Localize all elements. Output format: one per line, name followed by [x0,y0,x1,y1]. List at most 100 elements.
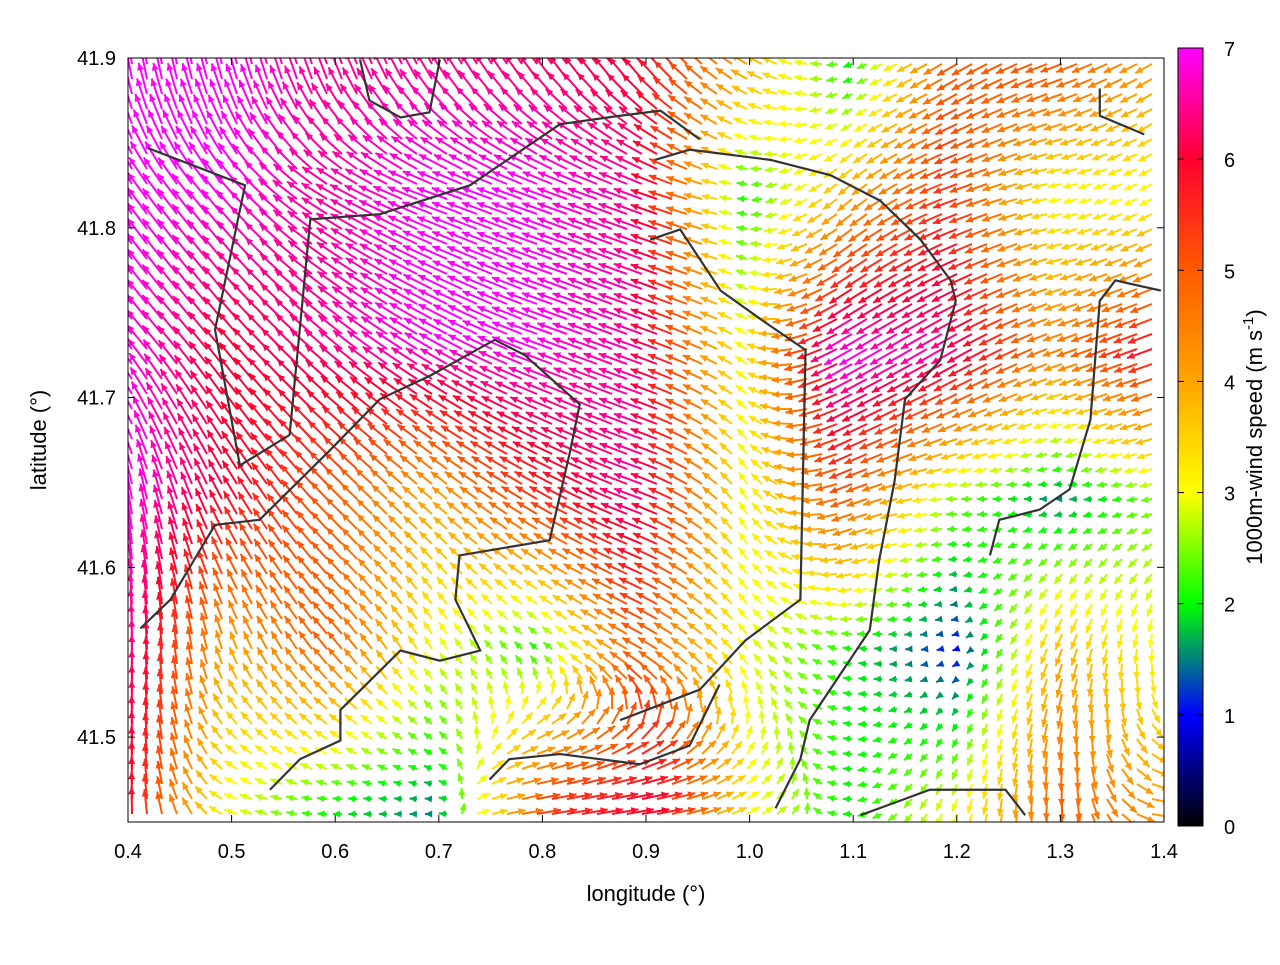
wind-vector [950,586,958,593]
wind-vector [440,684,447,694]
wind-vector [1131,604,1137,617]
wind-vector [684,487,702,499]
wind-vector [586,488,612,499]
wind-vector [765,550,777,559]
wind-vector [601,503,627,514]
wind-vector [1116,604,1122,617]
wind-vector [916,556,927,563]
wind-vector [492,171,522,184]
wind-vector [387,486,402,499]
wind-vector [147,382,162,409]
wind-vector [776,258,792,265]
wind-vector [836,572,852,579]
wind-vector [391,605,402,619]
wind-vector [945,496,957,503]
wind-vector [921,645,929,652]
wind-vector [964,586,972,593]
wind-vector [1107,139,1122,146]
wind-vector [509,580,522,589]
wind-vector [936,754,943,763]
wind-vector [1135,64,1152,73]
wind-vector [827,735,837,742]
wind-vector [313,616,327,634]
wind-vector [485,640,492,649]
wind-vector [496,397,522,409]
wind-vector [977,511,987,518]
wind-vector [375,273,402,289]
wind-vector [897,79,912,87]
wind-vector [1027,739,1034,757]
wind-vector [1123,453,1137,460]
wind-vector [343,588,357,604]
wind-vector [389,274,417,289]
wind-vector [389,245,417,259]
wind-vector [994,603,1002,610]
wind-vector [936,676,944,683]
wind-vector [436,562,447,574]
wind-vector [930,526,942,533]
wind-vector [600,488,627,499]
wind-vector [583,218,612,229]
wind-vector [346,287,372,304]
wind-vector [1068,543,1077,550]
wind-vector [331,228,357,244]
wind-vector [1009,589,1017,596]
wind-vector [240,745,252,754]
wind-vector [1137,814,1155,822]
wind-vector [530,643,538,650]
wind-vector [361,152,387,169]
wind-vector [843,765,852,772]
wind-vector [312,601,327,619]
wind-vector [475,502,492,514]
wind-vector [492,808,508,815]
wind-vector [981,633,989,641]
wind-vector [702,443,717,454]
wind-vector [418,502,432,514]
wind-vector [858,705,867,712]
wind-vector [210,774,222,784]
wind-vector [1070,619,1077,633]
wind-vector [522,564,537,574]
wind-vector [1102,664,1109,680]
wind-vector [535,681,542,694]
wind-vector [777,538,792,544]
wind-vector [600,443,627,454]
wind-vector [374,244,402,259]
wind-vector [1075,124,1092,131]
wind-vector [484,625,492,634]
wind-vector [419,319,447,334]
wind-vector [718,268,732,275]
wind-vector [447,231,477,244]
wind-vector [255,745,267,754]
wind-vector [372,500,387,514]
wind-vector [584,398,612,409]
wind-vector [967,724,973,734]
wind-vector [465,366,492,379]
wind-vector [582,709,595,724]
wind-vector [720,458,732,469]
wind-vector [920,631,928,638]
wind-vector [457,759,463,769]
wind-vector [867,139,882,148]
wind-vector [904,799,912,807]
wind-vector [599,308,627,319]
wind-vector [839,169,852,179]
wind-vector [1137,724,1145,739]
wind-vector [466,578,477,589]
wind-vector [439,780,447,786]
wind-vector [447,246,477,259]
wind-vector [1052,466,1062,473]
wind-vector [727,694,734,709]
wind-vector [835,229,852,242]
wind-vector [752,488,762,499]
wind-vector [1137,754,1149,767]
wind-vector [599,293,627,304]
wind-vector [418,171,447,184]
wind-vector [869,109,882,116]
wind-vector [798,702,807,709]
wind-vector [408,684,417,694]
wind-vector [432,231,462,244]
wind-vector [739,517,747,529]
wind-vector [394,811,402,818]
wind-vector [795,613,807,619]
